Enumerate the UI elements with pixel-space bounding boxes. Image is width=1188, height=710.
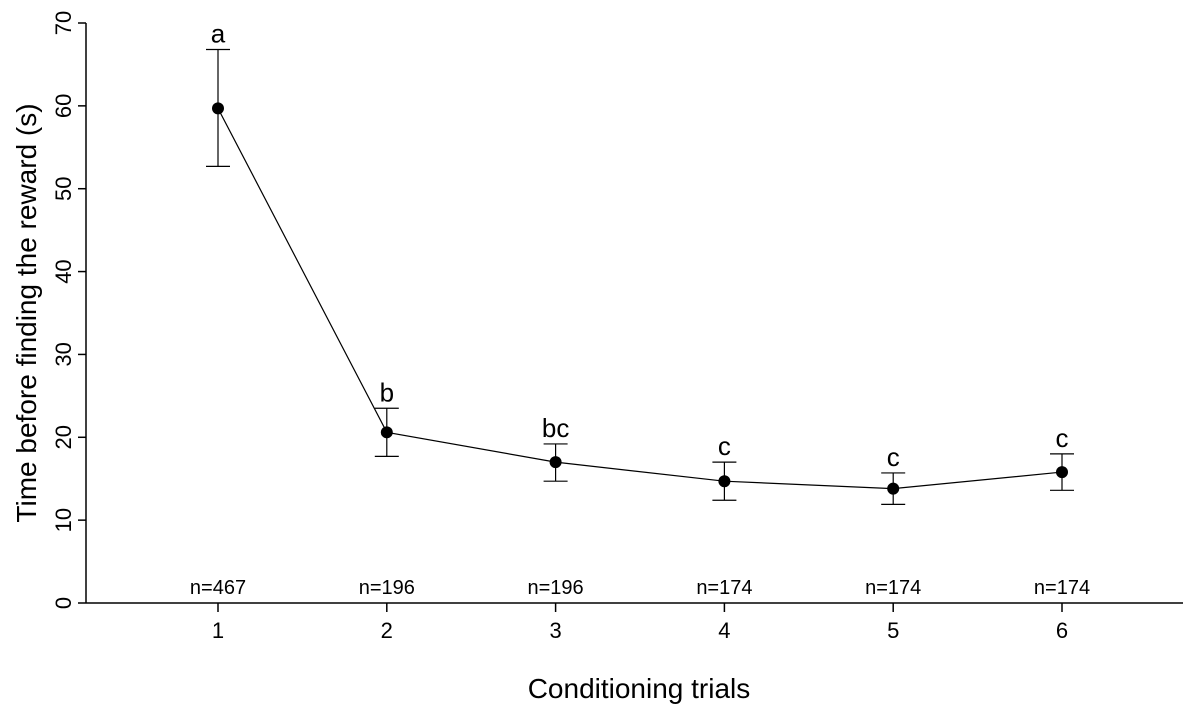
y-tick-label: 0: [51, 597, 76, 609]
y-tick-label: 30: [51, 342, 76, 366]
sample-size-label: n=196: [359, 577, 415, 599]
significance-label: c: [887, 442, 900, 472]
significance-label: a: [211, 19, 226, 49]
x-tick-label: 4: [718, 618, 730, 643]
data-point: [380, 426, 393, 439]
y-tick-label: 40: [51, 259, 76, 283]
data-point: [718, 475, 731, 488]
data-point: [549, 456, 562, 469]
data-point: [1056, 466, 1068, 479]
sample-size-label: n=174: [1034, 577, 1090, 599]
series-line: [217, 108, 1063, 490]
x-axis-title: Conditioning trials: [528, 673, 751, 704]
y-tick-label: 60: [51, 94, 76, 118]
y-tick-label: 20: [51, 425, 76, 449]
x-tick-label: 6: [1056, 618, 1068, 643]
y-tick-label: 10: [51, 508, 76, 532]
sample-size-label: n=174: [696, 577, 752, 599]
axes: 0 10 20 30 40 50 60 70 1 2 3 4 5 6: [51, 11, 1183, 643]
y-tick-label: 70: [51, 11, 76, 35]
y-axis-title: Time before finding the reward (s): [11, 103, 42, 522]
significance-label: c: [718, 431, 731, 461]
data-point: [887, 482, 900, 495]
significance-label: bc: [542, 413, 569, 443]
sample-size-label: n=174: [865, 577, 921, 599]
sample-size-label: n=196: [528, 577, 584, 599]
x-tick-label: 3: [549, 618, 561, 643]
significance-label: c: [1056, 423, 1069, 453]
sample-size-label: n=467: [190, 577, 246, 599]
x-tick-label: 5: [887, 618, 899, 643]
data-point: [212, 102, 224, 115]
y-tick-label: 50: [51, 176, 76, 200]
significance-label: b: [380, 377, 394, 407]
x-tick-label: 1: [212, 618, 224, 643]
series-layer: a n=467 b n=196 bc n=196 c n=174 c n=174 c n=174: [190, 19, 1090, 599]
x-tick-label: 2: [381, 618, 393, 643]
